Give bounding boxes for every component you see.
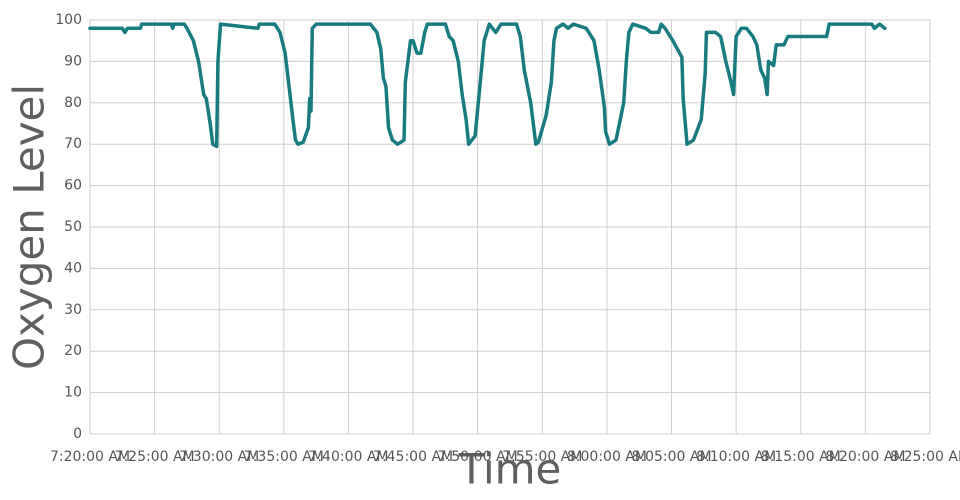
y-tick-label: 40 xyxy=(64,260,82,276)
data-line xyxy=(88,22,887,149)
y-tick-label: 100 xyxy=(55,12,82,28)
y-tick-label: 60 xyxy=(64,178,82,194)
y-tick-label: 70 xyxy=(64,136,82,152)
x-tick-label: 7:35:00 AM xyxy=(244,449,324,465)
y-tick-label: 20 xyxy=(64,343,82,359)
y-tick-label: 30 xyxy=(64,302,82,318)
x-tick-label: 8:20:00 AM xyxy=(825,449,905,465)
x-tick-label: 7:25:00 AM xyxy=(115,449,195,465)
x-tick-label: 8:10:00 AM xyxy=(696,449,776,465)
x-tick-label: 8:25:00 AM xyxy=(890,449,960,465)
x-tick-label: 7:55:00 AM xyxy=(502,449,582,465)
x-tick-label: 7:50:00 AM xyxy=(438,449,518,465)
x-tick-label: 7:40:00 AM xyxy=(308,449,388,465)
y-tick-label: 0 xyxy=(73,426,82,442)
y-tick-label: 50 xyxy=(64,219,82,235)
x-tick-label: 8:15:00 AM xyxy=(761,449,841,465)
x-tick-label: 8:00:00 AM xyxy=(567,449,647,465)
y-axis-title: Oxygen Level xyxy=(5,84,54,370)
x-tick-label: 8:05:00 AM xyxy=(631,449,711,465)
x-tick-label: 7:30:00 AM xyxy=(179,449,259,465)
x-tick-label: 7:45:00 AM xyxy=(373,449,453,465)
y-tick-label: 10 xyxy=(64,385,82,401)
x-axis-title: Time xyxy=(458,445,562,494)
y-tick-label: 90 xyxy=(64,53,82,69)
x-tick-label: 7:20:00 AM xyxy=(50,449,130,465)
y-tick-label: 80 xyxy=(64,95,82,111)
